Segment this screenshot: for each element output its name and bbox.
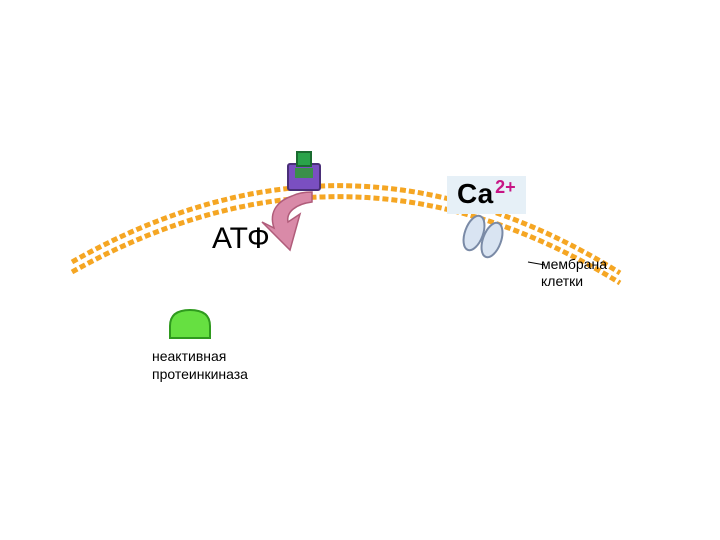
receptor-plug [297,152,311,166]
kinase-label: неактивная протеинкиназа [152,348,248,383]
receptor [288,152,320,190]
calcium-superscript: 2+ [495,177,516,197]
diagram-stage: { "canvas": { "width": 720, "height": 54… [0,0,720,540]
receptor-slot [295,168,313,178]
calcium-base: Са [457,178,493,209]
membrane-arc-outer [72,186,620,273]
calcium-label-box: Са2+ [447,176,526,214]
diagram-svg [0,0,720,540]
membrane-label: мембрана клетки [541,256,607,290]
atp-label: АТФ [212,222,270,256]
enzyme-shape [170,310,210,338]
membrane-arc-inner [72,197,620,283]
